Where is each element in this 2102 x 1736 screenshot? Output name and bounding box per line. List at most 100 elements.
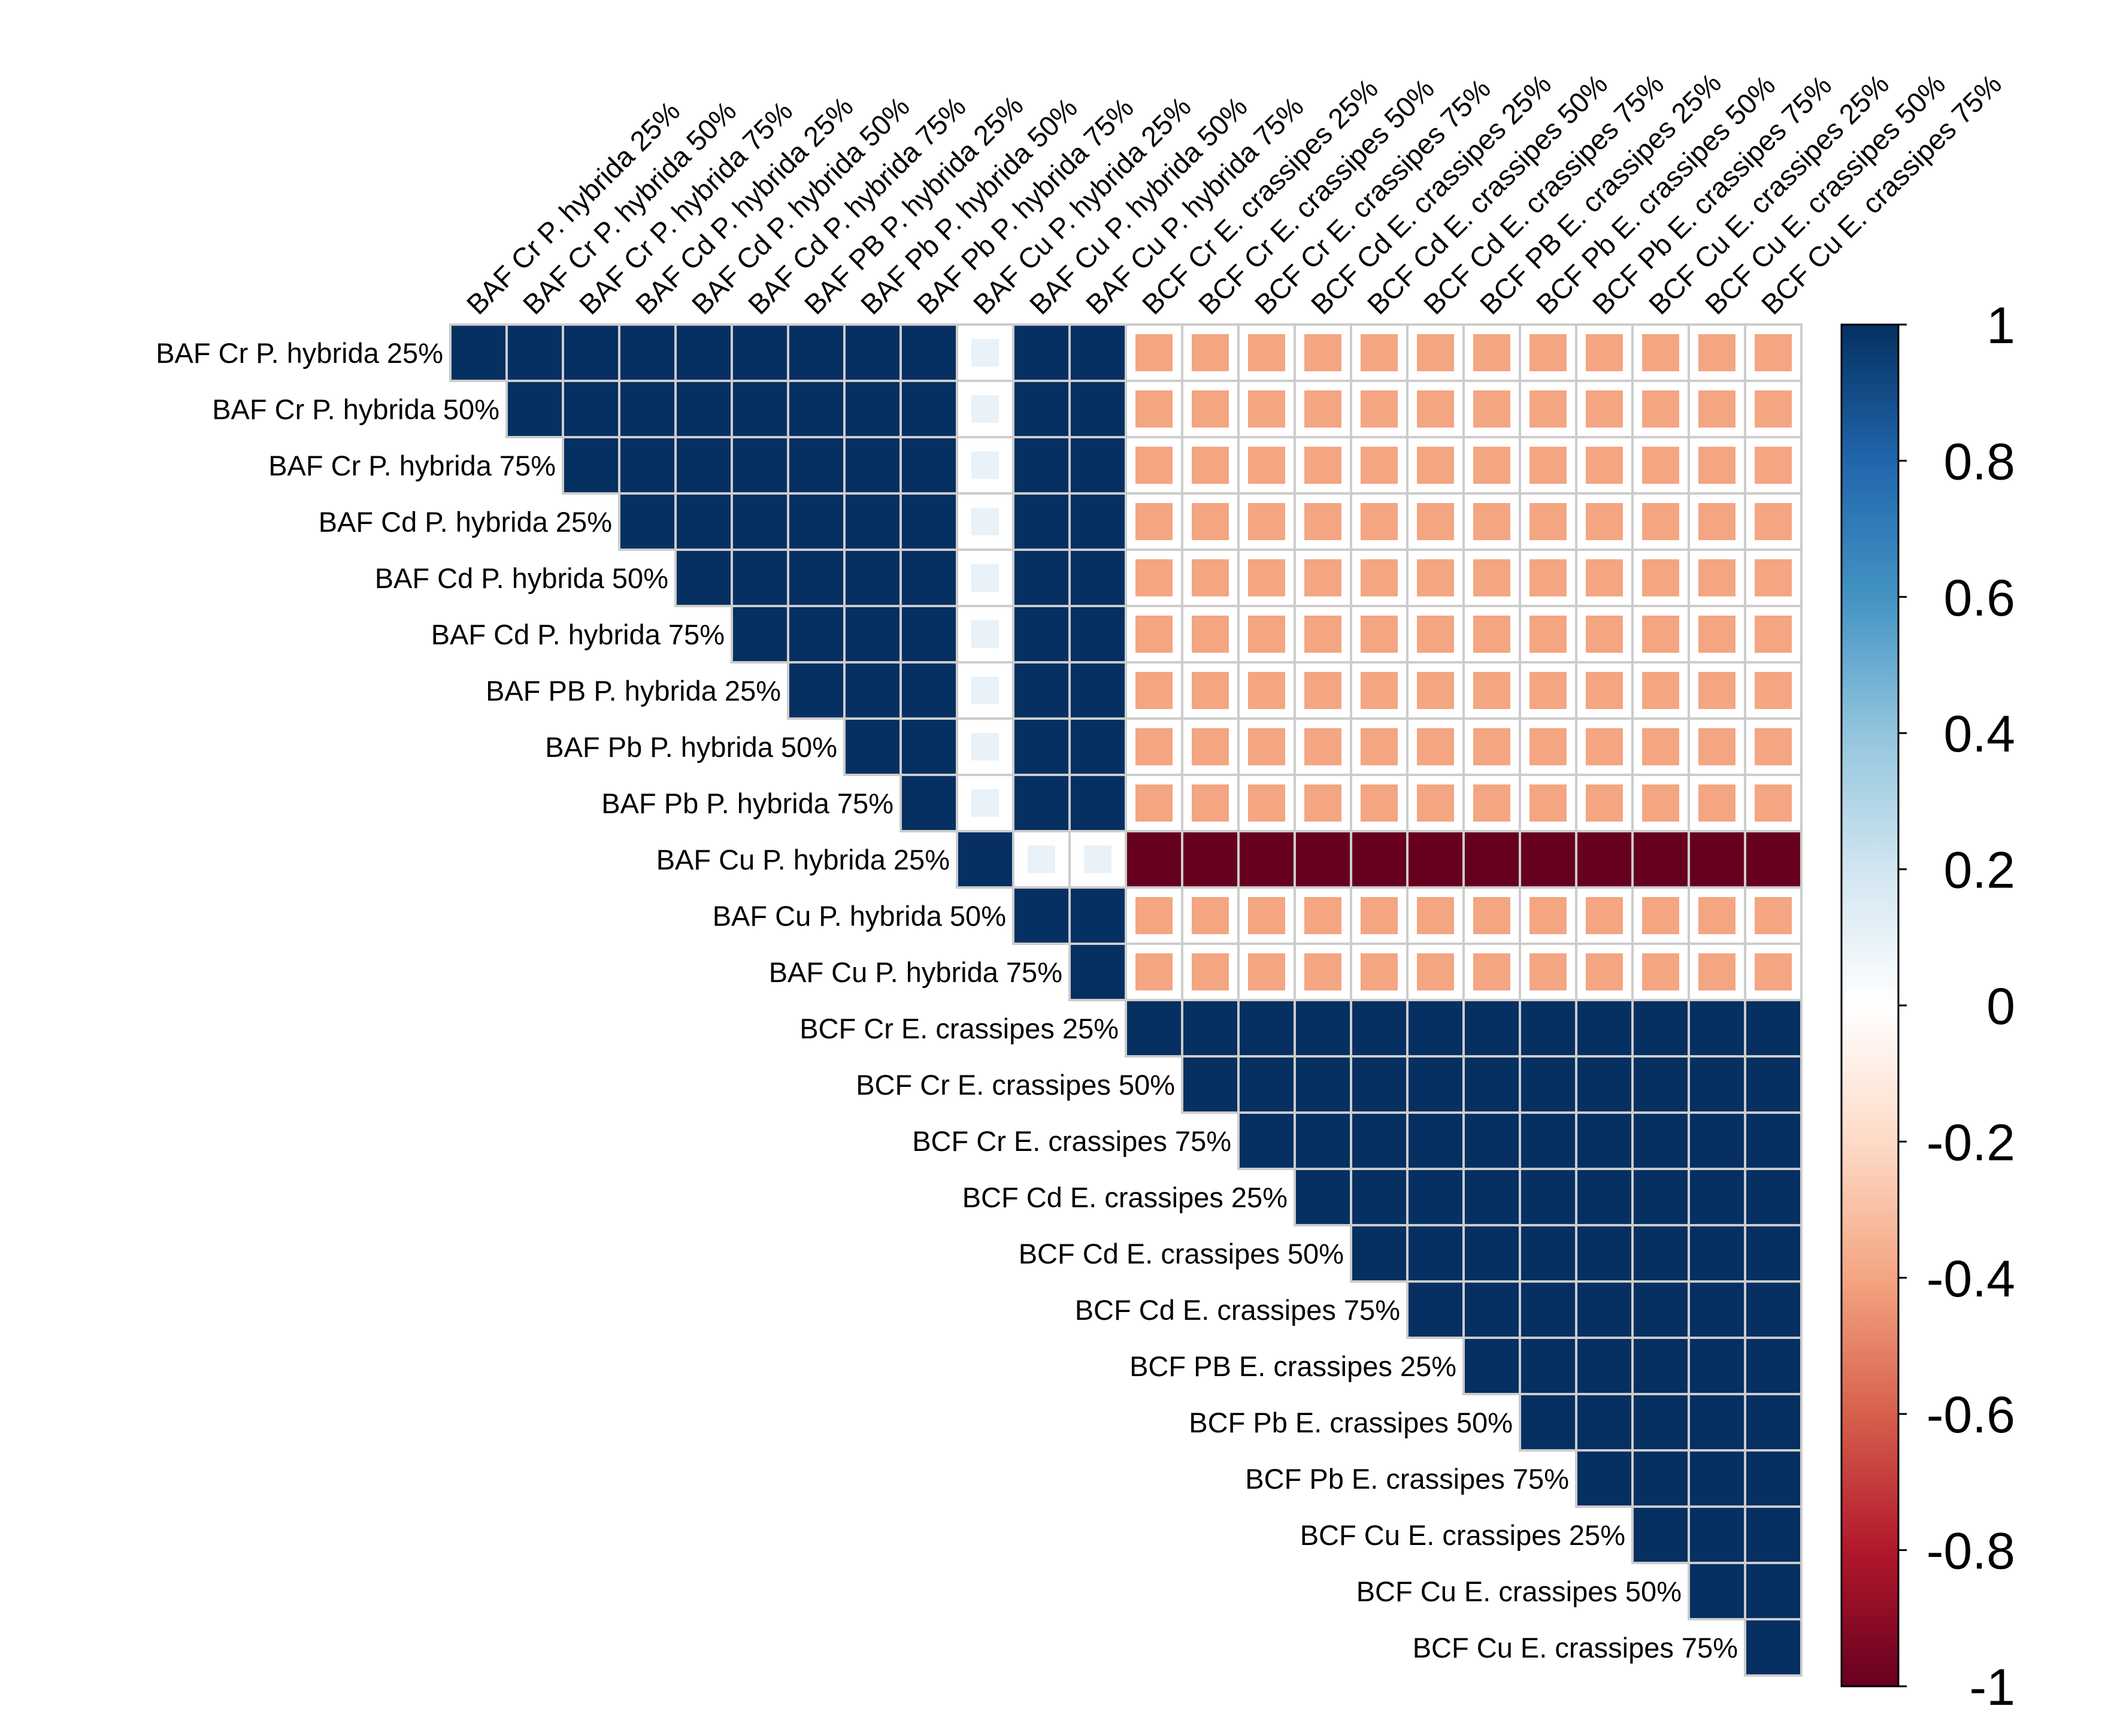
heatmap-cell	[1304, 672, 1341, 709]
heatmap-cell	[1352, 1058, 1406, 1111]
heatmap-cell	[1642, 728, 1679, 765]
heatmap-cell	[902, 438, 956, 492]
heatmap-cell	[902, 326, 956, 380]
heatmap-cell	[1746, 1564, 1800, 1618]
heatmap-cell	[1417, 447, 1454, 484]
heatmap-cell	[1746, 1058, 1800, 1111]
heatmap-cell	[1071, 495, 1125, 549]
heatmap-cell	[1698, 559, 1735, 596]
heatmap-cell	[1071, 889, 1125, 943]
heatmap-cell	[1755, 672, 1792, 709]
heatmap-cell-frame	[1181, 323, 1240, 382]
row-labels: BAF Cr P. hybrida 25% BAF Cr P. hybrida 5…	[156, 337, 1738, 1664]
heatmap-cell	[1529, 390, 1567, 428]
heatmap-cell	[1586, 390, 1623, 428]
heatmap-cell	[1014, 551, 1068, 605]
heatmap-cell	[1361, 897, 1398, 934]
heatmap-cell	[846, 326, 899, 380]
heatmap-cell	[1529, 953, 1567, 990]
heatmap-cell	[846, 495, 899, 549]
heatmap-cell	[1690, 1339, 1744, 1393]
heatmap-cell	[1014, 776, 1068, 830]
heatmap-cell	[1192, 334, 1229, 371]
heatmap-cell	[1755, 728, 1792, 765]
heatmap-cell	[1755, 953, 1792, 990]
heatmap-cell	[733, 438, 787, 492]
heatmap-cell	[1577, 1395, 1631, 1449]
heatmap-cell	[1634, 1339, 1688, 1393]
heatmap-cell	[1698, 390, 1735, 428]
heatmap-cell	[1521, 1058, 1575, 1111]
heatmap-cell	[1248, 953, 1285, 990]
row-label: BCF Cr E. crassipes 75%	[912, 1125, 1231, 1157]
heatmap-cell	[1634, 1283, 1688, 1337]
heatmap-cell-frame	[1631, 323, 1690, 382]
heatmap-cell	[1634, 1226, 1688, 1280]
heatmap-cell	[1642, 334, 1679, 371]
heatmap-cell	[1529, 728, 1567, 765]
heatmap-cell	[620, 438, 674, 492]
row-label: BCF Cr E. crassipes 50%	[856, 1069, 1175, 1101]
heatmap-cell	[1746, 1508, 1800, 1562]
heatmap-cell	[1586, 559, 1623, 596]
heatmap-cell	[789, 551, 843, 605]
heatmap-cell	[1014, 720, 1068, 774]
heatmap-cell	[1296, 1114, 1350, 1168]
heatmap-cell	[1746, 1170, 1800, 1224]
heatmap-cell	[1248, 390, 1285, 428]
heatmap-cell	[1586, 953, 1623, 990]
heatmap-cell	[1248, 503, 1285, 540]
heatmap-cell	[1698, 728, 1735, 765]
heatmap-cell	[1071, 438, 1125, 492]
row-label: BAF Pb P. hybrida 50%	[545, 731, 837, 763]
heatmap-cell	[1296, 1170, 1350, 1224]
heatmap-cell	[971, 339, 999, 366]
row-label: BCF Cr E. crassipes 25%	[799, 1013, 1119, 1044]
heatmap-cell	[1577, 1058, 1631, 1111]
column-labels: BAF Cr P. hybrida 25%BAF Cr P. hybrida 5…	[461, 67, 2008, 321]
heatmap-cell	[971, 789, 999, 817]
row-label: BCF Cu E. crassipes 50%	[1356, 1576, 1682, 1607]
heatmap-cell	[1586, 672, 1623, 709]
heatmap-cell	[1409, 832, 1462, 886]
heatmap-cell	[1071, 664, 1125, 717]
heatmap-cell	[1529, 503, 1567, 540]
heatmap-cell	[971, 508, 999, 535]
heatmap-cell	[1240, 1001, 1294, 1055]
heatmap-cell	[1192, 447, 1229, 484]
heatmap-cell	[1135, 559, 1173, 596]
heatmap-cell	[677, 438, 731, 492]
heatmap-cell	[1746, 1114, 1800, 1168]
heatmap-cell	[1698, 897, 1735, 934]
heatmap-cell	[1192, 728, 1229, 765]
heatmap-cell	[1361, 447, 1398, 484]
heatmap-cell	[1634, 1508, 1688, 1562]
colorbar-gradient	[1840, 323, 1900, 1687]
heatmap-cell	[1417, 728, 1454, 765]
colorbar-tick-label: 1	[1986, 297, 2015, 355]
heatmap-cell	[1014, 495, 1068, 549]
heatmap-cell	[1352, 832, 1406, 886]
row-label: BAF Cr P. hybrida 50%	[212, 393, 499, 425]
heatmap-cell	[1690, 1452, 1744, 1505]
heatmap-cell	[902, 720, 956, 774]
heatmap-cell	[1642, 390, 1679, 428]
heatmap-cell	[1690, 832, 1744, 886]
heatmap-cell	[1248, 672, 1285, 709]
heatmap-cell	[1417, 616, 1454, 653]
heatmap-cell	[1698, 672, 1735, 709]
heatmap-cell	[1521, 1226, 1575, 1280]
heatmap-cell	[1698, 784, 1735, 822]
heatmap-cell	[1465, 1114, 1519, 1168]
heatmap-cell	[1586, 728, 1623, 765]
heatmap-cell	[1296, 1001, 1350, 1055]
colorbar-tick-label: -0.2	[1927, 1114, 2015, 1171]
heatmap-cell	[1634, 1001, 1688, 1055]
heatmap-cell	[846, 551, 899, 605]
heatmap-cell	[677, 326, 731, 380]
heatmap-cell	[1192, 616, 1229, 653]
row-label: BCF Cd E. crassipes 25%	[962, 1181, 1288, 1213]
heatmap-cell	[1529, 784, 1567, 822]
heatmap-cell	[1577, 1226, 1631, 1280]
heatmap-cell	[1690, 1114, 1744, 1168]
